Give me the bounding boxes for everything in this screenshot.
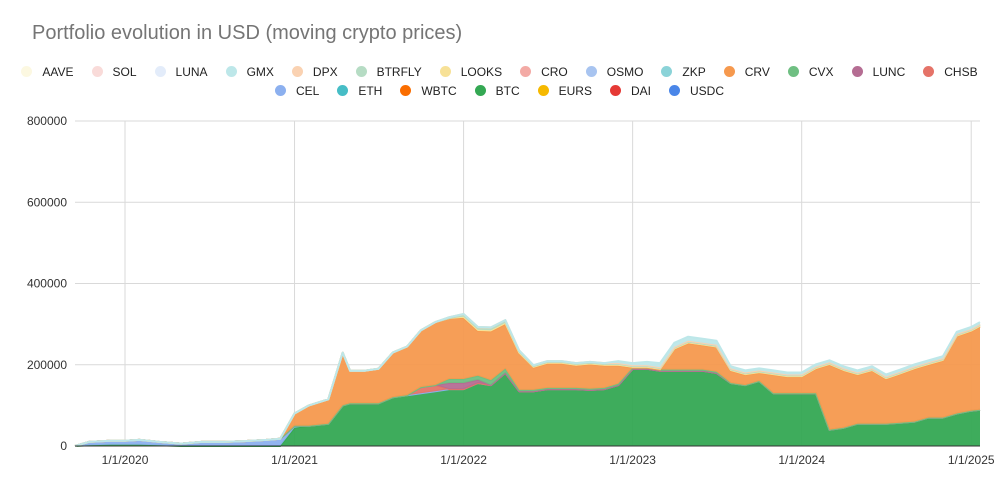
legend-item-looks: LOOKS [439,64,503,79]
legend-swatch [274,85,286,96]
legend-label: ZKP [682,64,706,79]
legend-label: CRO [541,64,568,79]
legend-item-cro: CRO [520,65,568,79]
legend-swatch [91,66,103,77]
legend-item-eth: ETH [337,84,382,98]
legend-label: BTRFLY [376,64,422,79]
legend-label: LOOKS [460,64,503,79]
legend-swatch [21,66,33,77]
chart-legend: AAVE SOL LUNA GMX DPX BTRFLY LOOKS CRO OSMO ZKP CR… [21,62,978,100]
x-tick-label: 1/1/2025 [948,453,995,467]
legend-swatch [723,66,735,77]
legend-swatch [337,85,349,96]
x-tick-label: 1/1/2021 [271,453,318,467]
legend-swatch [400,85,412,96]
legend-label: OSMO [606,64,644,79]
axes: 0 200000 400000 600000 800000 1/1/2020 1/1/202… [27,114,995,467]
legend-label: CRV [744,64,770,79]
legend-swatch [537,85,549,96]
legend-item-lunc: LUNC [851,64,906,79]
legend-swatch [154,66,166,77]
legend-swatch [851,66,863,77]
legend-swatch [787,66,799,77]
legend-item-eurs: EURS [537,83,592,98]
legend-swatch [520,66,532,77]
legend-swatch [291,66,303,77]
legend-item-gmx: GMX [225,64,274,79]
legend-item-zkp: ZKP [661,64,706,79]
legend-swatch [439,66,451,77]
legend-item-luna: LUNA [154,64,208,79]
x-tick-label: 1/1/2023 [609,453,656,467]
area-series-btc [75,368,980,446]
legend-swatch [355,66,367,77]
legend-label: CHSB [944,64,978,79]
legend-item-usdc: USDC [669,84,724,98]
area-edge-gmx [74,313,981,447]
legend-swatch [669,85,680,96]
legend-label: LUNA [175,64,208,79]
area-series [74,313,981,447]
legend-item-osmo: OSMO [585,64,644,79]
legend-item-aave: AAVE [21,64,74,79]
legend-label: CEL [295,83,320,98]
y-tick-label: 0 [60,439,67,453]
legend-label: AAVE [42,64,74,79]
legend-row: AAVE SOL LUNA GMX DPX BTRFLY LOOKS CRO OSMO ZKP CR… [21,62,978,81]
legend-label: GMX [246,64,274,79]
legend-swatch [923,66,935,77]
legend-item-dai: DAI [609,83,651,98]
legend-item-cel: CEL [274,83,320,98]
legend-swatch [661,66,673,77]
legend-item-sol: SOL [91,64,137,79]
legend-label: EURS [558,83,592,98]
legend-item-dpx: DPX [291,64,338,79]
legend-swatch [585,66,597,77]
legend-label: WBTC [421,83,457,98]
y-tick-label: 600000 [27,195,67,209]
area-series-crv [75,318,980,446]
legend-item-btc: BTC [474,83,520,98]
legend-label: USDC [690,83,725,98]
x-tick-label: 1/1/2024 [778,453,825,467]
x-tick-label: 1/1/2020 [102,453,149,467]
legend-row: CEL ETH WBTC BTC EURS DAI USDC [30,81,975,100]
legend-label: CVX [808,64,834,79]
legend-swatch [474,85,486,96]
legend-item-chsb: CHSB [923,64,978,79]
legend-label: DPX [312,64,338,79]
chart-title: Portfolio evolution in USD (moving crypt… [32,22,463,44]
legend-label: BTC [495,83,520,98]
y-tick-label: 200000 [27,358,67,372]
legend-swatch [225,66,237,77]
legend-label: SOL [112,64,137,79]
y-tick-label: 800000 [27,114,67,128]
legend-swatch [609,85,621,96]
legend-item-wbtc: WBTC [400,83,457,98]
y-tick-label: 400000 [27,277,67,291]
legend-item-crv: CRV [723,64,770,79]
legend-label: ETH [358,83,383,98]
legend-item-btrfly: BTRFLY [355,64,422,79]
legend-label: LUNC [872,64,906,79]
legend-label: DAI [630,83,651,98]
x-tick-label: 1/1/2022 [440,453,487,467]
legend-item-cvx: CVX [787,64,834,79]
